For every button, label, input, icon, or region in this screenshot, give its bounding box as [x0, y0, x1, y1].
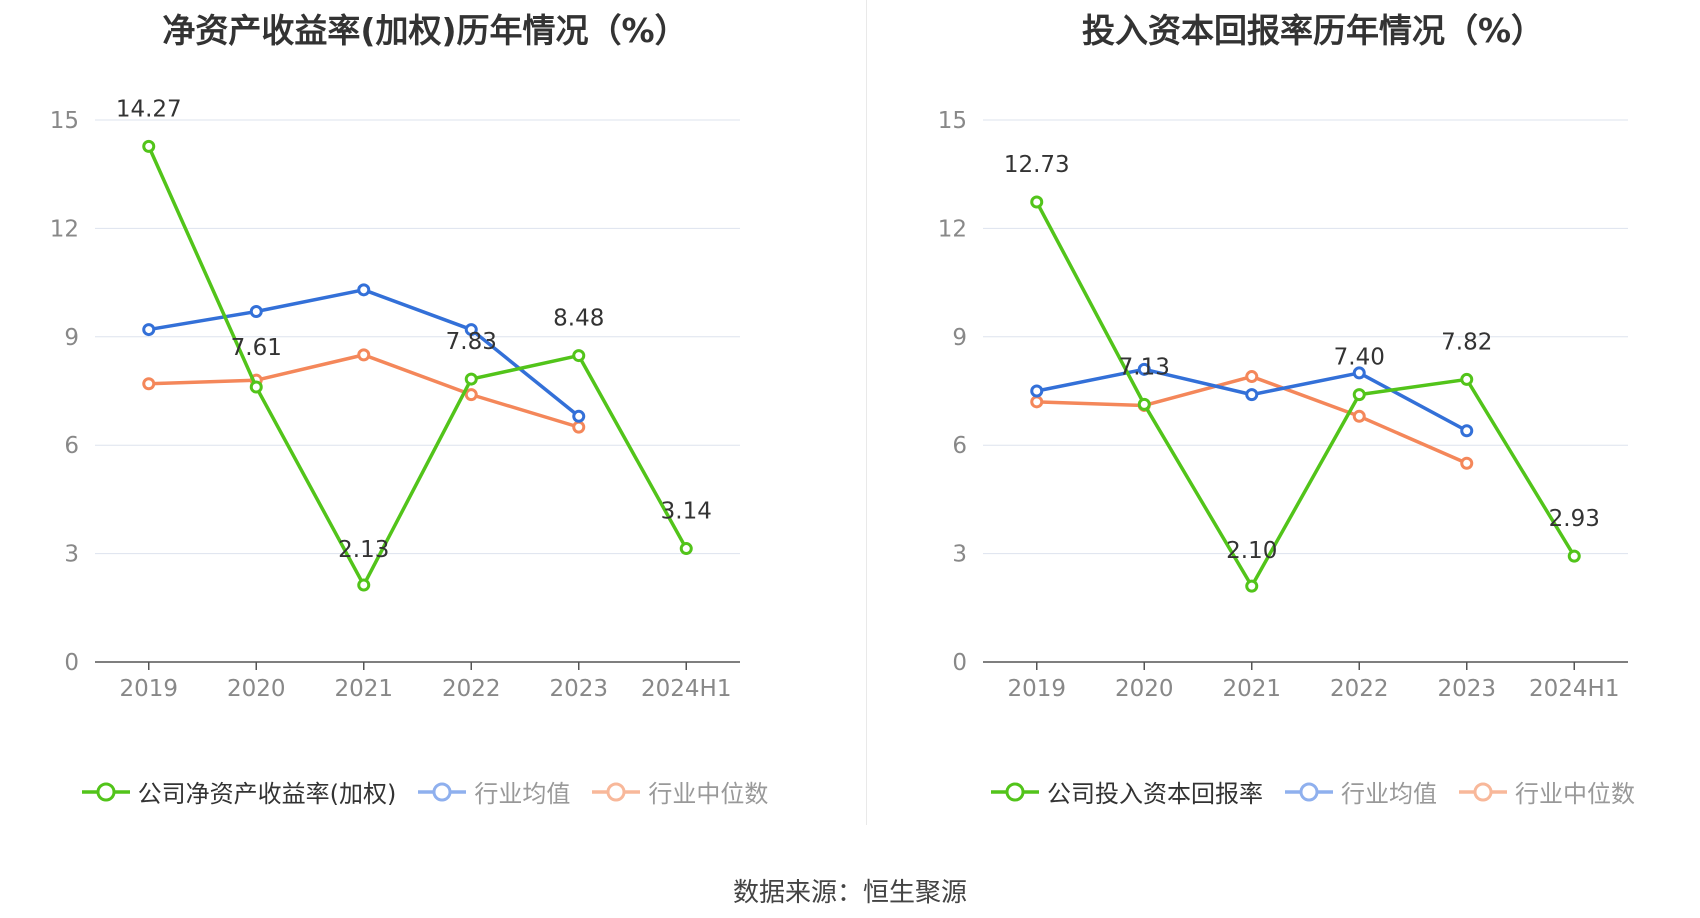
legend-swatch-icon: [1459, 782, 1507, 801]
legend-label: 行业均值: [1341, 780, 1437, 808]
series-line-0: [147, 145, 688, 587]
x-tick-label: 2020: [227, 676, 286, 700]
series-point[interactable]: [1460, 456, 1474, 470]
data-label: 14.27: [116, 96, 182, 122]
series-point[interactable]: [1030, 195, 1044, 209]
y-tick-label: 0: [952, 650, 967, 676]
data-label: 7.13: [1119, 354, 1170, 380]
series-point[interactable]: [572, 409, 586, 423]
y-tick-label: 6: [64, 433, 79, 459]
y-tick-label: 6: [952, 433, 967, 459]
series-point[interactable]: [1352, 388, 1366, 402]
y-tick-label: 15: [50, 108, 79, 134]
series-point[interactable]: [1352, 409, 1366, 423]
x-tick-label: 2019: [119, 676, 178, 700]
data-label: 7.82: [1441, 329, 1492, 355]
legend-item[interactable]: 行业中位数: [592, 774, 768, 809]
x-tick-label: 2019: [1007, 676, 1066, 700]
series-point[interactable]: [1030, 384, 1044, 398]
legend-item[interactable]: 行业均值: [1285, 774, 1437, 809]
legend-swatch-icon: [81, 782, 130, 801]
series-point[interactable]: [142, 323, 156, 337]
roic-chart-title: 投入资本回报率历年情况（%）: [1081, 11, 1545, 50]
series-point[interactable]: [1245, 579, 1259, 593]
x-tick-label: 2023: [1437, 676, 1496, 700]
series-point[interactable]: [1460, 372, 1474, 386]
series-point[interactable]: [357, 283, 371, 297]
series-line-0: [1035, 201, 1576, 588]
y-tick-label: 9: [952, 325, 967, 351]
data-label: 8.48: [553, 306, 604, 332]
legend-label: 行业中位数: [1515, 780, 1635, 808]
legend-label: 公司投入资本回报率: [1047, 780, 1263, 808]
roe-chart-legend: 公司净资产收益率(加权) 行业均值 行业中位数: [0, 774, 850, 809]
series-point[interactable]: [464, 323, 478, 337]
legend-label: 行业均值: [474, 780, 571, 808]
data-label: 2.93: [1549, 506, 1600, 532]
x-tick-label: 2024H1: [1529, 676, 1619, 700]
legend-label: 行业中位数: [648, 780, 769, 808]
data-label: 2.10: [1226, 538, 1277, 564]
data-label: 7.40: [1334, 345, 1385, 371]
y-tick-label: 12: [50, 216, 79, 242]
series-point[interactable]: [1352, 366, 1366, 380]
legend-swatch-icon: [991, 782, 1039, 801]
legend-item[interactable]: 公司投入资本回报率: [991, 774, 1263, 809]
series-point[interactable]: [1030, 395, 1044, 409]
y-tick-label: 9: [64, 325, 79, 351]
series-point[interactable]: [357, 348, 371, 362]
y-tick-label: 12: [938, 216, 967, 242]
legend-swatch-icon: [1285, 782, 1333, 801]
series-point[interactable]: [1567, 549, 1581, 563]
series-point[interactable]: [1245, 370, 1259, 384]
roic-chart-panel: 投入资本回报率历年情况（%） 0 3 6 9 12 15 2019 2020 2021 2022 2…: [888, 0, 1700, 840]
y-tick-label: 3: [64, 542, 79, 568]
x-tick-label: 2021: [334, 676, 393, 700]
series-point[interactable]: [1137, 397, 1151, 411]
panel-divider: [866, 0, 867, 825]
legend-swatch-icon: [592, 782, 641, 801]
roic-chart-plot: 0 3 6 9 12 15 2019 2020 2021 2022 2023 2024H1 12.73 7…: [938, 108, 1628, 700]
legend-item[interactable]: 行业均值: [418, 774, 570, 809]
legend-swatch-icon: [418, 782, 467, 801]
series-point[interactable]: [464, 388, 478, 402]
roe-chart-panel: 净资产收益率(加权)历年情况（%） 0 3 6 9 12 15 2019 2020 2021 20…: [0, 0, 850, 840]
data-label: 7.83: [446, 329, 497, 355]
x-tick-label: 2020: [1115, 676, 1174, 700]
x-tick-label: 2022: [442, 676, 501, 700]
series-point[interactable]: [249, 380, 263, 394]
roic-chart-legend: 公司投入资本回报率 行业均值 行业中位数: [888, 774, 1700, 809]
data-label: 7.61: [231, 335, 282, 361]
x-tick-label: 2022: [1330, 676, 1389, 700]
legend-item[interactable]: 公司净资产收益率(加权): [81, 774, 397, 809]
data-label: 12.73: [1004, 152, 1070, 178]
x-tick-label: 2024H1: [641, 676, 731, 700]
legend-label: 公司净资产收益率(加权): [137, 780, 397, 808]
series-point[interactable]: [679, 542, 693, 556]
series-point[interactable]: [572, 420, 586, 434]
series-point[interactable]: [1460, 424, 1474, 438]
data-source-note: 数据来源：恒生聚源: [732, 878, 967, 908]
roe-chart-title: 净资产收益率(加权)历年情况（%）: [162, 11, 688, 50]
series-point[interactable]: [1245, 388, 1259, 402]
series-point[interactable]: [357, 578, 371, 592]
series-point[interactable]: [142, 139, 156, 153]
series-point[interactable]: [572, 349, 586, 363]
series-point[interactable]: [249, 305, 263, 319]
series-point[interactable]: [464, 372, 478, 386]
series-point[interactable]: [142, 377, 156, 391]
x-tick-label: 2021: [1222, 676, 1281, 700]
y-tick-label: 0: [64, 650, 79, 676]
y-tick-label: 15: [938, 108, 967, 134]
x-tick-label: 2023: [549, 676, 608, 700]
series-point[interactable]: [1137, 362, 1151, 376]
roe-chart-plot: 0 3 6 9 12 15 2019 2020 2021 2022 2023 2024H1 14.27 7…: [50, 96, 740, 700]
legend-item[interactable]: 行业中位数: [1459, 774, 1635, 809]
data-label: 3.14: [661, 499, 712, 525]
y-tick-label: 3: [952, 542, 967, 568]
data-label: 2.13: [338, 537, 389, 563]
